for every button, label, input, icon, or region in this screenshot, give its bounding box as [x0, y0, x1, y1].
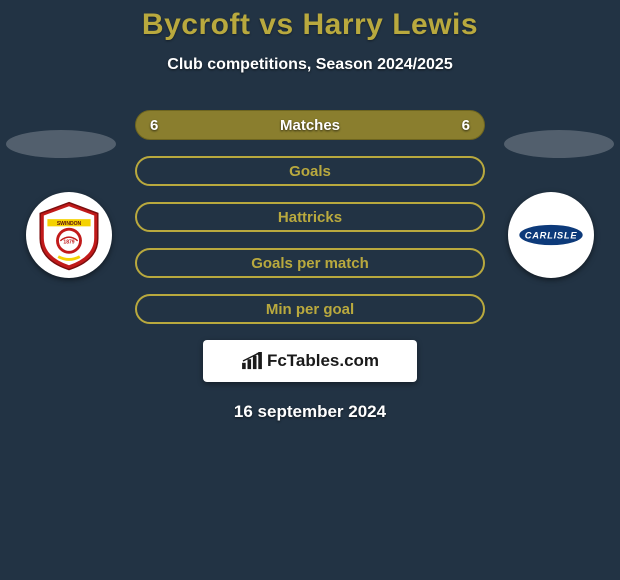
- matches-right-value: 6: [462, 117, 470, 134]
- branding-label: FcTables.com: [267, 351, 379, 371]
- goals-label: Goals: [289, 163, 331, 180]
- player-ellipse-left: [6, 130, 116, 158]
- mpg-label: Min per goal: [266, 301, 354, 318]
- svg-text:CARLISLE: CARLISLE: [525, 231, 578, 241]
- branding-box[interactable]: FcTables.com: [203, 340, 417, 382]
- page-title: Bycroft vs Harry Lewis: [0, 8, 620, 42]
- stat-row-gpm: Goals per match: [135, 248, 485, 278]
- subtitle: Club competitions, Season 2024/2025: [0, 56, 620, 74]
- date-text: 16 september 2024: [0, 402, 620, 422]
- hattricks-label: Hattricks: [278, 209, 342, 226]
- matches-left-value: 6: [150, 117, 158, 134]
- swindon-crest-icon: SWINDON 1879: [33, 199, 105, 271]
- branding-text: FcTables.com: [241, 351, 379, 371]
- stats-area: SWINDON 1879 CARLISLE 6 Matches 6: [0, 110, 620, 422]
- team-badge-left: SWINDON 1879: [26, 192, 112, 278]
- stat-rows: 6 Matches 6 Goals Hattricks Goals per ma…: [135, 110, 485, 324]
- player-ellipse-right: [504, 130, 614, 158]
- stat-row-hattricks: Hattricks: [135, 202, 485, 232]
- gpm-label: Goals per match: [251, 255, 369, 272]
- bar-chart-icon: [241, 352, 263, 370]
- svg-text:SWINDON: SWINDON: [57, 221, 82, 227]
- stat-row-goals: Goals: [135, 156, 485, 186]
- comparison-card: Bycroft vs Harry Lewis Club competitions…: [0, 0, 620, 422]
- team-badge-right: CARLISLE: [508, 192, 594, 278]
- stat-row-mpg: Min per goal: [135, 294, 485, 324]
- carlisle-crest-icon: CARLISLE: [515, 199, 587, 271]
- matches-label: Matches: [280, 117, 340, 134]
- svg-text:1879: 1879: [63, 240, 74, 246]
- stat-row-matches: 6 Matches 6: [135, 110, 485, 140]
